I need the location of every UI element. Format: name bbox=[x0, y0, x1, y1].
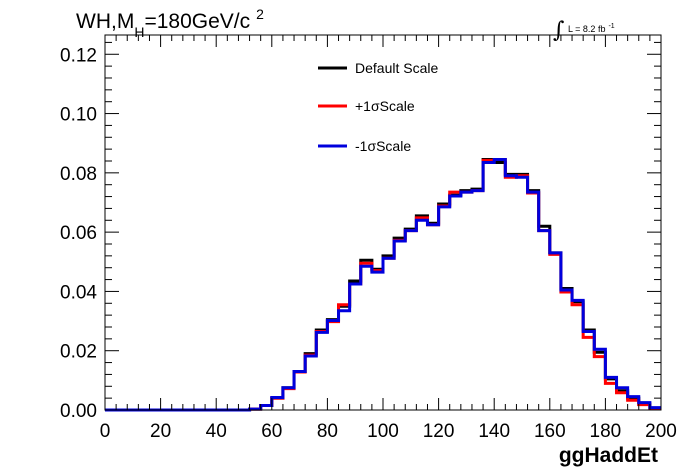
x-tick-label: 140 bbox=[478, 421, 510, 442]
y-tick-label: 0.12 bbox=[60, 45, 97, 66]
x-tick-label: 40 bbox=[206, 421, 227, 442]
title-subscript: H bbox=[134, 24, 144, 40]
series-layer bbox=[105, 158, 661, 412]
legend: Default Scale +1σScale -1σScale bbox=[318, 60, 438, 154]
legend-entry: Default Scale bbox=[318, 60, 438, 76]
y-tick-label: 0.04 bbox=[60, 282, 97, 303]
legend-label: Default Scale bbox=[355, 60, 438, 76]
x-tick-label: 0 bbox=[100, 421, 111, 442]
y-tick-label: 0.02 bbox=[60, 342, 97, 363]
x-tick-label: 200 bbox=[645, 421, 677, 442]
luminosity-text: L = 8.2 fb bbox=[568, 24, 605, 34]
y-tick-label: 0.00 bbox=[60, 401, 97, 422]
x-axis-title: ggHaddEt bbox=[559, 444, 658, 467]
x-tick-label: 160 bbox=[534, 421, 566, 442]
title-main-prefix: WH,M bbox=[76, 10, 134, 33]
legend-label: +1σScale bbox=[355, 98, 415, 114]
chart-title: WH,MH=180GeV/c 2 bbox=[76, 6, 264, 40]
y-tick-label: 0.08 bbox=[60, 164, 97, 185]
y-tick-label: 0.10 bbox=[60, 105, 97, 126]
y-tick-label: 0.06 bbox=[60, 223, 97, 244]
luminosity-exponent: -1 bbox=[608, 23, 614, 30]
y-tick-labels: 0.00 0.02 0.04 0.06 0.08 0.10 0.12 bbox=[60, 45, 97, 422]
series-line-3 bbox=[105, 158, 661, 412]
x-tick-label: 100 bbox=[367, 421, 399, 442]
x-tick-labels: 0 20 40 60 80 100 120 140 160 180 200 bbox=[100, 421, 677, 442]
axes-layer bbox=[104, 34, 662, 411]
x-tick-label: 60 bbox=[261, 421, 282, 442]
title-superscript: 2 bbox=[256, 6, 264, 22]
x-tick-label: 80 bbox=[317, 421, 338, 442]
legend-entry: +1σScale bbox=[318, 98, 415, 114]
legend-label: -1σScale bbox=[355, 138, 411, 154]
luminosity-integral-symbol: ∫ bbox=[553, 18, 565, 43]
x-tick-label: 20 bbox=[150, 421, 171, 442]
x-tick-label: 180 bbox=[590, 421, 622, 442]
x-tick-label: 120 bbox=[423, 421, 455, 442]
legend-entry: -1σScale bbox=[318, 138, 411, 154]
luminosity-label: L = 8.2 fb -1 bbox=[568, 23, 615, 34]
title-main-suffix: =180GeV/c bbox=[144, 10, 250, 33]
